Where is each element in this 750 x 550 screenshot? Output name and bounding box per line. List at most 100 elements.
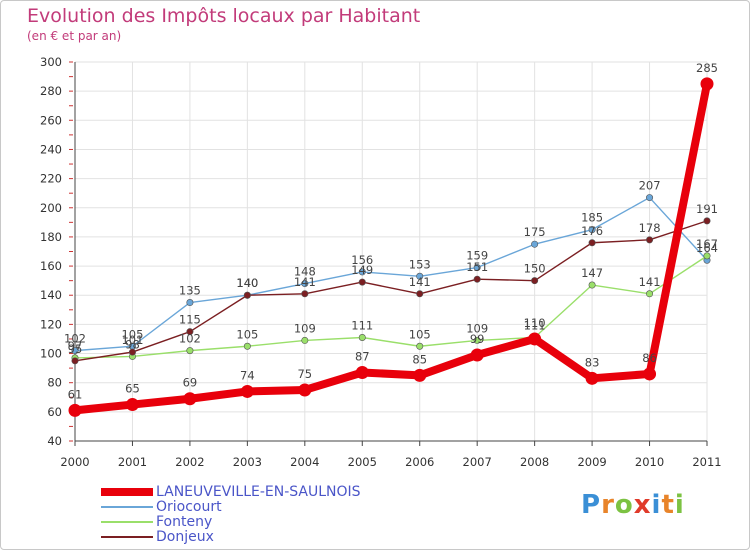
data-label-laneuveville: 69	[183, 376, 198, 390]
data-point-donjeux	[358, 278, 366, 286]
data-label-oriocourt: 135	[179, 284, 201, 298]
series-fonteny	[71, 252, 711, 362]
x-tick-label: 2010	[635, 455, 664, 469]
data-label-oriocourt: 159	[466, 249, 488, 263]
legend-item-fonteny: Fonteny	[101, 515, 401, 530]
data-point-laneuveville	[355, 365, 369, 379]
series-oriocourt	[71, 194, 711, 355]
legend-item-oriocourt: Oriocourt	[101, 500, 401, 515]
data-label-donjeux: 178	[639, 221, 661, 235]
data-point-fonteny	[301, 336, 309, 344]
data-label-fonteny: 105	[236, 327, 258, 341]
data-point-fonteny	[358, 334, 366, 342]
data-label-donjeux: 95	[68, 342, 83, 356]
data-point-laneuveville	[183, 392, 197, 406]
y-tick-label: 80	[47, 376, 62, 390]
data-label-fonteny: 98	[125, 337, 140, 351]
x-tick-label: 2011	[692, 455, 721, 469]
series-laneuveville	[68, 77, 714, 417]
data-label-laneuveville: 75	[297, 367, 312, 381]
data-point-donjeux	[703, 217, 711, 225]
series-line-oriocourt	[74, 196, 708, 352]
y-tick-label: 40	[47, 434, 62, 448]
data-point-oriocourt	[301, 280, 309, 288]
data-label-laneuveville: 285	[696, 61, 718, 75]
data-point-donjeux	[186, 328, 194, 336]
y-tick-label: 60	[47, 405, 62, 419]
y-tick-label: 160	[40, 259, 62, 273]
data-point-donjeux	[301, 290, 309, 298]
data-point-donjeux	[473, 275, 481, 283]
data-label-oriocourt: 153	[409, 257, 431, 271]
series-line-donjeux	[74, 220, 708, 362]
legend-label-laneuveville: LANEUVEVILLE-EN-SAULNOIS	[156, 484, 361, 500]
data-point-oriocourt	[588, 226, 596, 234]
y-tick-label: 180	[40, 230, 62, 244]
x-tick-label: 2000	[60, 455, 89, 469]
data-point-oriocourt	[531, 240, 539, 248]
data-point-laneuveville	[470, 348, 484, 362]
data-point-donjeux	[646, 236, 654, 244]
x-tick-label: 2003	[233, 455, 262, 469]
legend-swatch-laneuveville	[101, 488, 153, 496]
data-label-donjeux: 151	[466, 260, 488, 274]
data-label-donjeux: 150	[524, 262, 546, 276]
data-point-donjeux	[588, 239, 596, 247]
x-tick-label: 2005	[348, 455, 377, 469]
data-label-laneuveville: 87	[355, 349, 370, 363]
data-label-oriocourt: 102	[64, 332, 86, 346]
data-label-laneuveville: 65	[125, 382, 140, 396]
chart-title: Evolution des Impôts locaux par Habitant	[27, 5, 421, 27]
y-tick-label: 240	[40, 142, 62, 156]
data-label-laneuveville: 85	[412, 352, 427, 366]
data-label-fonteny: 105	[409, 327, 431, 341]
data-point-laneuveville	[528, 332, 542, 346]
logo-letter: t	[661, 490, 675, 520]
data-point-laneuveville	[585, 371, 599, 385]
data-label-laneuveville: 86	[642, 351, 657, 365]
data-label-donjeux: 141	[294, 275, 316, 289]
data-point-oriocourt	[186, 299, 194, 307]
chart-subtitle: (en € et par an)	[27, 29, 122, 43]
y-tick-label: 300	[40, 55, 62, 69]
logo-letter: o	[614, 490, 634, 520]
x-tick-label: 2001	[118, 455, 147, 469]
data-label-oriocourt: 207	[639, 179, 661, 193]
data-label-donjeux: 141	[409, 275, 431, 289]
data-label-fonteny: 109	[466, 321, 488, 335]
data-point-oriocourt	[646, 194, 654, 202]
data-point-fonteny	[646, 290, 654, 298]
data-point-fonteny	[703, 252, 711, 260]
y-tick-label: 200	[40, 201, 62, 215]
data-point-oriocourt	[358, 268, 366, 276]
legend-label-donjeux: Donjeux	[156, 529, 214, 545]
data-point-fonteny	[473, 336, 481, 344]
data-label-donjeux: 101	[121, 333, 143, 347]
logo-letter: P	[581, 490, 602, 520]
data-label-donjeux: 176	[581, 224, 603, 238]
data-label-laneuveville: 99	[470, 332, 485, 346]
data-label-fonteny: 102	[179, 332, 201, 346]
data-point-donjeux	[416, 290, 424, 298]
data-label-donjeux: 115	[179, 313, 201, 327]
data-label-donjeux: 140	[236, 276, 258, 290]
data-label-fonteny: 147	[581, 266, 603, 280]
data-point-oriocourt	[71, 347, 79, 355]
data-label-oriocourt: 185	[581, 211, 603, 225]
logo-letter: r	[601, 490, 615, 520]
series-line-fonteny	[74, 255, 708, 359]
y-tick-label: 140	[40, 288, 62, 302]
data-point-donjeux	[243, 291, 251, 299]
proxiti-logo: Proxiti	[581, 490, 685, 520]
x-tick-label: 2002	[175, 455, 204, 469]
gridlines	[74, 61, 708, 442]
data-label-oriocourt: 156	[351, 253, 373, 267]
data-label-oriocourt: 148	[294, 265, 316, 279]
data-point-laneuveville	[413, 368, 427, 382]
data-point-fonteny	[588, 281, 596, 289]
data-point-laneuveville	[700, 77, 714, 91]
y-tick-label: 100	[40, 347, 62, 361]
data-label-donjeux: 149	[351, 263, 373, 277]
data-label-oriocourt: 105	[121, 327, 143, 341]
legend-swatch-donjeux	[101, 536, 153, 538]
